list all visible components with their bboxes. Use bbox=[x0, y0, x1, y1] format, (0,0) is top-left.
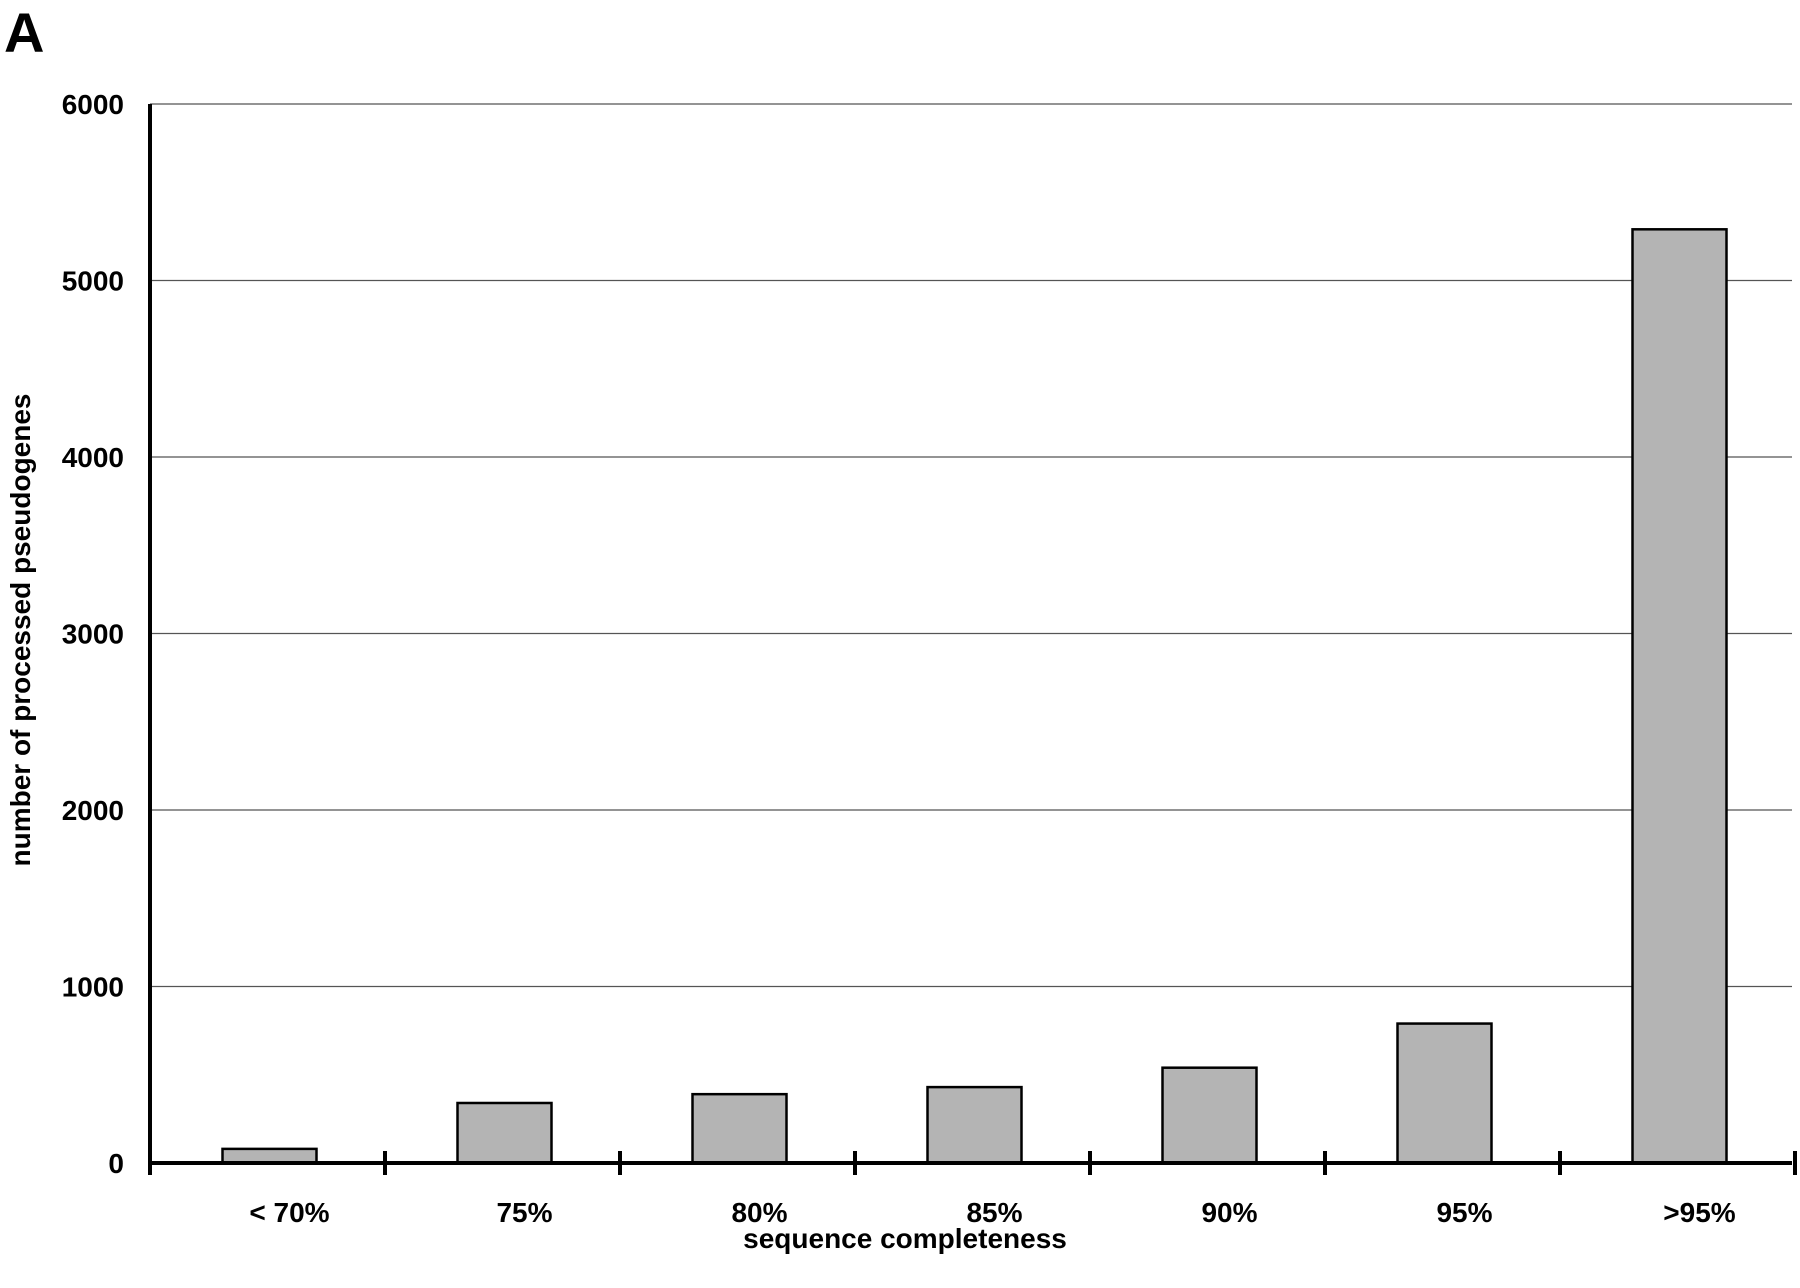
y-tick-label: 1000 bbox=[62, 972, 124, 1003]
x-tick-labels: < 70% 75% 80% 85% 90% 95% >95% bbox=[249, 1197, 1735, 1228]
y-tick-label: 4000 bbox=[62, 442, 124, 473]
y-tick-label: 0 bbox=[108, 1148, 124, 1179]
bar bbox=[221, 1147, 318, 1165]
gridlines bbox=[150, 103, 1792, 988]
y-tick-label: 6000 bbox=[62, 89, 124, 120]
x-tick-label: >95% bbox=[1663, 1197, 1735, 1228]
x-axis-title: sequence completeness bbox=[743, 1223, 1067, 1254]
panel-label: A bbox=[4, 1, 44, 64]
bar bbox=[1161, 1066, 1258, 1165]
y-tick-label: 3000 bbox=[62, 619, 124, 650]
bars bbox=[221, 228, 1728, 1165]
bar bbox=[1631, 228, 1728, 1165]
axes bbox=[148, 104, 1797, 1175]
y-axis-title: number of processed pseudogenes bbox=[5, 394, 36, 867]
x-tick-label: 95% bbox=[1436, 1197, 1492, 1228]
bar bbox=[691, 1092, 788, 1165]
bar bbox=[926, 1085, 1023, 1165]
x-tick-label: < 70% bbox=[249, 1197, 329, 1228]
y-tick-label: 2000 bbox=[62, 795, 124, 826]
bar bbox=[456, 1101, 553, 1165]
y-tick-labels: 0 1000 2000 3000 4000 5000 6000 bbox=[62, 89, 124, 1179]
x-tick-label: 80% bbox=[731, 1197, 787, 1228]
y-tick-label: 5000 bbox=[62, 266, 124, 297]
bar bbox=[1396, 1022, 1493, 1165]
x-tick-label: 90% bbox=[1201, 1197, 1257, 1228]
x-tick-label: 75% bbox=[496, 1197, 552, 1228]
x-tick-label: 85% bbox=[966, 1197, 1022, 1228]
